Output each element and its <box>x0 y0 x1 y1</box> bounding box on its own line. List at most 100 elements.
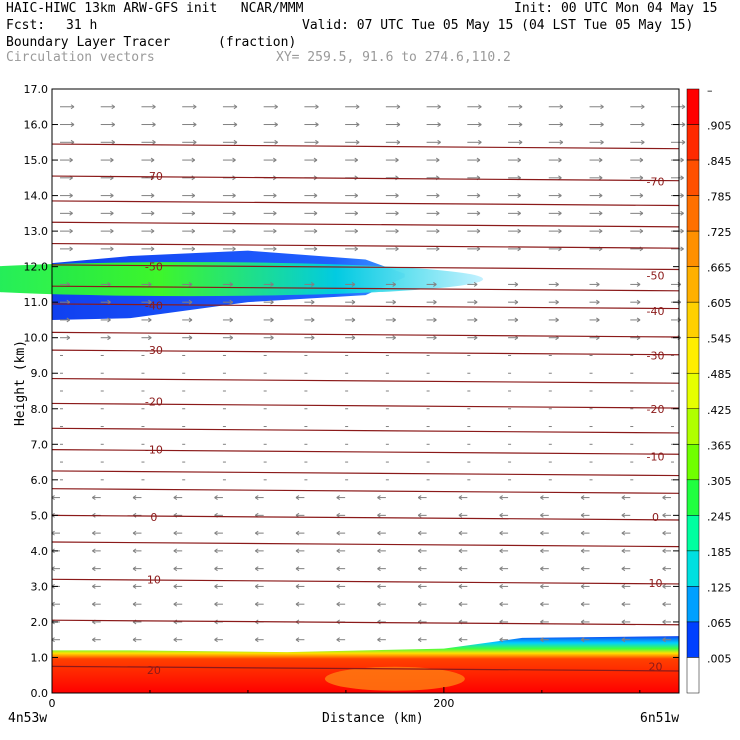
temperature-contour <box>51 427 680 434</box>
contour-label: -10 <box>145 444 163 457</box>
wind-arrow <box>426 210 440 216</box>
tracer-local-minimum <box>324 666 465 691</box>
wind-arrow <box>621 548 631 554</box>
colorbar-label: .605 <box>707 297 732 310</box>
wind-arrow <box>467 228 481 234</box>
temperature-contour <box>51 665 680 672</box>
contour-label: 0 <box>652 511 659 524</box>
wind-arrow <box>345 299 356 305</box>
wind-arrow <box>508 139 523 145</box>
wind-arrow <box>173 637 183 643</box>
wind-arrow <box>336 601 346 607</box>
colorbar: – .905 .845 .785 .725 .665 .605 .545 .485 .425 .36… <box>686 84 732 694</box>
wind-arrow <box>662 619 671 625</box>
wind-arrow <box>222 228 236 234</box>
wind-arrow <box>182 228 196 234</box>
wind-arrow <box>304 122 319 127</box>
wind-arrow <box>426 139 441 145</box>
boundary-layer-tracer <box>52 636 679 693</box>
wind-arrow <box>182 104 197 110</box>
wind-arrow <box>385 335 396 341</box>
wind-arrow <box>182 299 193 305</box>
wind-arrow <box>426 317 437 323</box>
y-tick-label: 13.0 <box>24 225 49 238</box>
temperature-contour <box>51 221 680 228</box>
wind-arrow <box>426 228 440 234</box>
wind-arrow <box>671 139 686 145</box>
contour-label: 10 <box>648 577 662 590</box>
wind-arrow <box>621 495 631 501</box>
colorbar-swatch <box>686 586 700 623</box>
contour-label: -30 <box>647 349 665 362</box>
wind-arrow <box>263 193 277 199</box>
wind-arrow <box>548 157 562 163</box>
wind-arrow <box>417 566 427 572</box>
y-tick-label: 3.0 <box>31 580 49 593</box>
wind-arrow <box>377 530 386 536</box>
wind-arrow <box>132 530 142 536</box>
contour-label: -70 <box>647 175 665 188</box>
y-tick-label: 16.0 <box>24 119 49 132</box>
temperature-contour <box>51 303 680 310</box>
wind-arrow <box>630 193 644 199</box>
wind-arrow <box>467 317 478 323</box>
x-tick-label: 200 <box>433 697 454 710</box>
contour-label: -20 <box>647 403 665 416</box>
wind-arrow <box>254 530 264 536</box>
wind-arrow <box>499 512 509 518</box>
wind-arrow <box>182 122 197 127</box>
wind-arrow <box>467 281 478 287</box>
wind-arrow <box>222 335 234 341</box>
wind-arrow <box>499 530 509 536</box>
wind-arrow <box>580 548 590 554</box>
wind-arrow <box>508 157 521 163</box>
wind-arrow <box>304 246 318 252</box>
wind-arrow <box>214 637 223 643</box>
circulation-vectors <box>51 104 686 643</box>
wind-arrow <box>377 512 386 518</box>
wind-arrow <box>345 281 356 287</box>
wind-arrow <box>254 548 264 554</box>
wind-arrow <box>458 566 468 572</box>
wind-arrow <box>589 139 604 145</box>
wind-arrow <box>548 281 559 287</box>
wind-arrow <box>385 193 399 199</box>
wind-arrow <box>263 122 278 127</box>
colorbar-label: .425 <box>707 404 732 417</box>
wind-arrow <box>92 548 101 554</box>
y-tick-label: 7.0 <box>31 438 49 451</box>
wind-arrow <box>92 566 101 572</box>
colorbar-swatch <box>686 621 700 658</box>
wind-arrow <box>141 228 155 234</box>
wind-arrow <box>458 548 468 554</box>
wind-arrow <box>92 601 101 607</box>
colorbar-label: .305 <box>707 475 732 488</box>
wind-arrow <box>222 210 236 216</box>
field-units: (fraction) <box>218 35 297 50</box>
wind-arrow <box>100 317 111 323</box>
wind-arrow <box>385 299 396 305</box>
wind-arrow <box>132 601 142 607</box>
wind-arrow <box>222 299 234 305</box>
wind-arrow <box>141 317 152 323</box>
wind-arrow <box>100 210 114 216</box>
wind-arrow <box>60 246 73 252</box>
colorbar-label: .545 <box>707 333 732 346</box>
wind-arrow <box>540 583 549 589</box>
wind-arrow <box>263 281 274 287</box>
temperature-contour <box>51 242 680 249</box>
y-tick-label: 9.0 <box>31 367 49 380</box>
wind-arrow <box>60 104 75 110</box>
wind-arrow <box>548 228 562 234</box>
colorbar-label: .725 <box>707 226 732 239</box>
wind-arrow <box>548 210 562 216</box>
wind-arrow <box>580 566 590 572</box>
wind-arrow <box>222 246 236 252</box>
wind-arrow <box>263 228 277 234</box>
wind-arrow <box>385 281 396 287</box>
wind-arrow <box>467 193 481 199</box>
wind-arrow <box>540 601 549 607</box>
colorbar-swatch <box>686 124 700 161</box>
wind-arrow <box>345 193 359 199</box>
wind-arrow <box>336 495 346 501</box>
